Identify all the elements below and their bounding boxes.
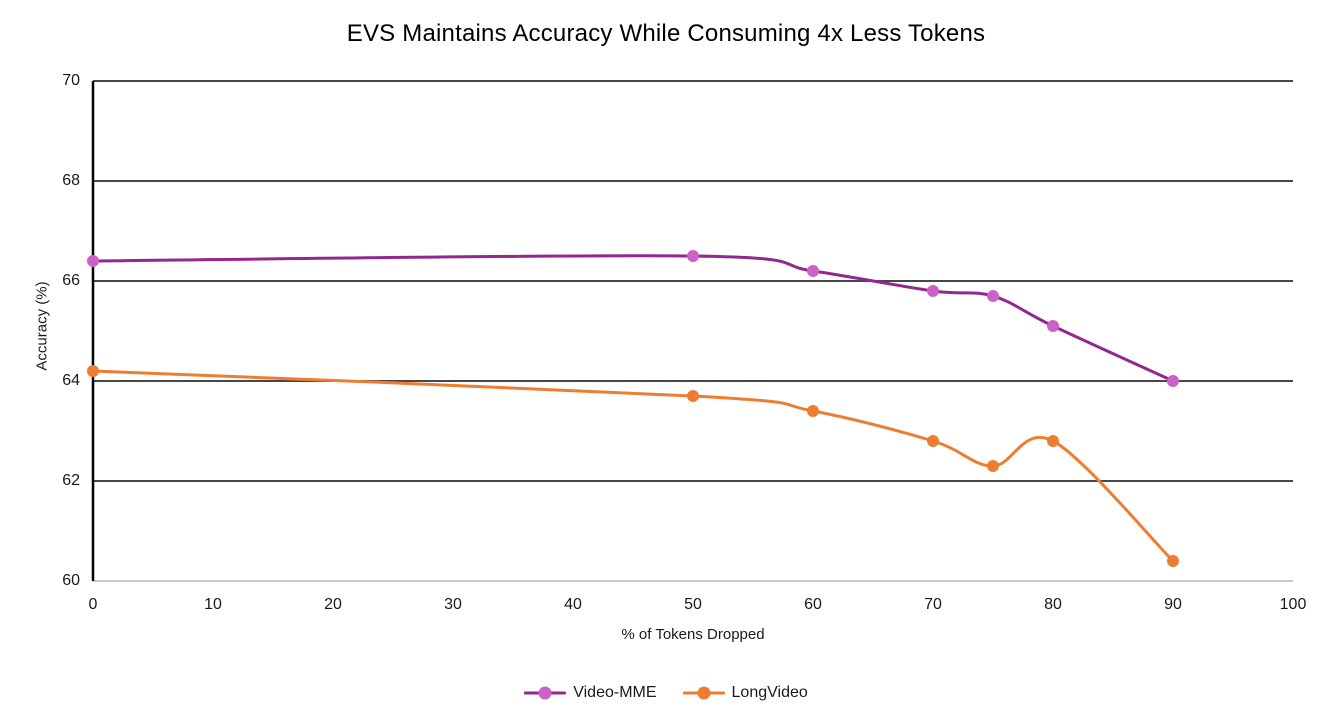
data-point-video-mme-x0 [87,255,99,267]
data-point-longvideo-x80 [1047,435,1059,447]
legend-label: Video-MME [573,684,657,701]
data-point-longvideo-x60 [807,405,819,417]
plot-area [87,80,1293,582]
y-tick-label-60: 60 [62,572,80,589]
data-point-longvideo-x0 [87,365,99,377]
x-tick-label-70: 70 [924,596,942,613]
y-tick-label-64: 64 [62,372,80,389]
x-tick-label-30: 30 [444,596,462,613]
x-tick-label-80: 80 [1044,596,1062,613]
y-tick-label-62: 62 [62,472,80,489]
chart-title: EVS Maintains Accuracy While Consuming 4… [346,20,986,47]
data-point-longvideo-x75 [987,460,999,472]
x-axis-title: % of Tokens Dropped [621,626,765,643]
x-tick-label-20: 20 [324,596,342,613]
y-axis-title: Accuracy (%) [33,281,51,371]
data-point-video-mme-x75 [987,290,999,302]
x-tick-label-10: 10 [204,596,222,613]
data-point-video-mme-x80 [1047,320,1059,332]
data-point-longvideo-x90 [1167,555,1179,567]
legend-line-marker-icon [682,686,725,701]
y-tick-label-66: 66 [62,272,80,289]
x-tick-label-100: 100 [1279,596,1307,613]
legend-item-longvideo: LongVideo [682,684,808,702]
y-tick-label-70: 70 [62,72,80,89]
y-tick-label-68: 68 [62,172,80,189]
legend-label: LongVideo [731,684,808,701]
data-point-longvideo-x50 [687,390,699,402]
data-point-video-mme-x90 [1167,375,1179,387]
x-tick-label-60: 60 [804,596,822,613]
data-point-longvideo-x70 [927,435,939,447]
legend-item-video-mme: Video-MME [524,684,657,702]
series-line-video-mme [91,254,1175,383]
x-tick-label-50: 50 [684,596,702,613]
x-tick-label-90: 90 [1164,596,1182,613]
legend: Video-MME LongVideo [0,684,1332,702]
x-tick-label-40: 40 [564,596,582,613]
x-tick-label-0: 0 [88,596,98,613]
legend-line-marker-icon [524,686,567,701]
data-point-video-mme-x70 [927,285,939,297]
series-line-longvideo [91,369,1175,563]
data-point-video-mme-x60 [807,265,819,277]
data-point-video-mme-x50 [687,250,699,262]
